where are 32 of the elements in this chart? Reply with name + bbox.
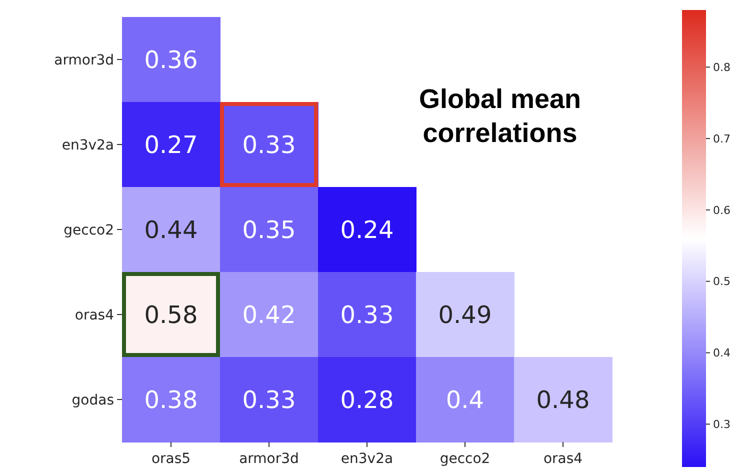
data-label: 0.58 bbox=[144, 300, 198, 329]
data-label: 0.48 bbox=[536, 386, 590, 414]
color-bar-label: 0.8 bbox=[713, 60, 730, 74]
data-label: 0.33 bbox=[340, 300, 394, 329]
y-tick-label: oras4 bbox=[74, 307, 114, 324]
x-tick-label: oras4 bbox=[543, 451, 583, 467]
data-label: 0.28 bbox=[340, 386, 394, 414]
x-tick-label: oras5 bbox=[151, 451, 191, 467]
color-bar-label: 0.4 bbox=[713, 346, 730, 360]
color-bar-label: 0.5 bbox=[713, 275, 730, 288]
data-label: 0.42 bbox=[242, 300, 296, 329]
x-tick-label: gecco2 bbox=[440, 451, 490, 467]
y-tick-label: en3v2a bbox=[62, 137, 114, 154]
color-bar-label: 0.6 bbox=[713, 204, 730, 217]
x-tick-label: armor3d bbox=[239, 451, 299, 467]
data-label: 0.24 bbox=[340, 216, 394, 244]
data-label: 0.44 bbox=[144, 216, 198, 244]
data-label: 0.36 bbox=[144, 46, 198, 74]
data-label: 0.35 bbox=[242, 216, 296, 244]
y-tick-label: godas bbox=[72, 392, 114, 408]
data-label: 0.38 bbox=[144, 386, 198, 414]
y-tick-label: gecco2 bbox=[64, 222, 114, 238]
data-label: 0.33 bbox=[242, 130, 296, 159]
annotation: Global mean correlations bbox=[418, 84, 582, 148]
color-bar-label: 0.7 bbox=[713, 132, 730, 146]
x-tick-label: en3v2a bbox=[340, 451, 394, 467]
data-label: 0.33 bbox=[242, 386, 296, 414]
y-tick-label: armor3d bbox=[54, 52, 114, 68]
data-label: 0.27 bbox=[144, 130, 198, 159]
data-label: 0.49 bbox=[438, 300, 492, 329]
color-bar-label: 0.3 bbox=[713, 418, 730, 432]
data-label: 0.4 bbox=[446, 386, 484, 414]
